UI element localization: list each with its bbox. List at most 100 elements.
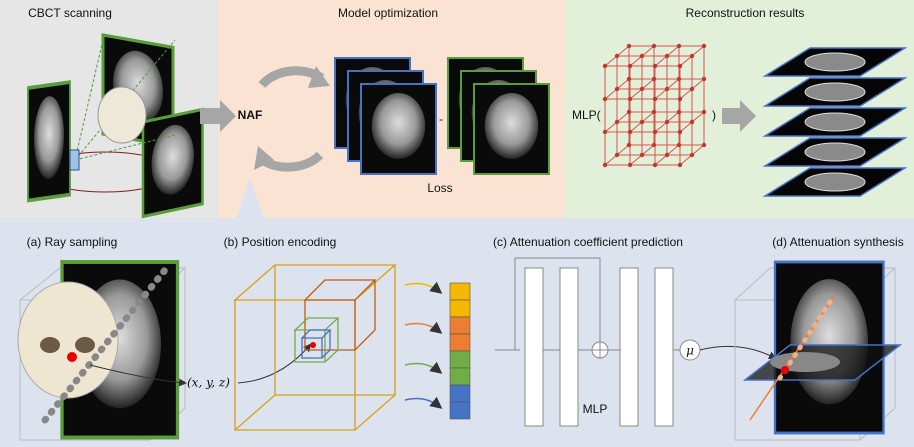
lattice-node (701, 109, 707, 115)
lattice-edge (604, 55, 618, 67)
lattice-edge (654, 88, 668, 100)
mlp-net (495, 257, 777, 427)
lattice-node (677, 162, 683, 168)
loop-arrow (259, 151, 324, 172)
lattice-node (614, 86, 620, 92)
lattice-node (626, 109, 632, 115)
encoding-vector (449, 282, 471, 420)
lattice-edge (616, 78, 630, 90)
lattice-node (651, 43, 657, 49)
lattice-node (652, 96, 658, 102)
loop-arrow (254, 146, 274, 170)
lattice-node (614, 152, 620, 158)
lattice-edge (691, 78, 705, 90)
lattice-node (651, 142, 657, 148)
encoding-cell (449, 401, 471, 420)
naf-label: NAF (238, 108, 263, 122)
lattice-node (689, 119, 695, 125)
slice-tissue (804, 142, 866, 162)
slice-tissue (804, 172, 866, 192)
title: CBCT scanning (28, 6, 112, 20)
lattice-node (639, 119, 645, 125)
lattice-node (689, 86, 695, 92)
mlp-label: MLP( (572, 108, 601, 122)
lattice-edge (641, 45, 655, 57)
lattice-node (676, 43, 682, 49)
lattice-edge (666, 78, 680, 90)
lattice-edge (679, 55, 693, 67)
projection-stack (447, 57, 550, 175)
ray-sampling (17, 260, 187, 441)
lattice-node (701, 142, 707, 148)
slice-tissue (804, 82, 866, 102)
lattice-edge (604, 88, 618, 100)
lattice-edge (654, 121, 668, 133)
lattice-node (602, 129, 608, 135)
lattice-edge (641, 111, 655, 123)
lattice-node (627, 96, 633, 102)
lattice-edge (691, 144, 705, 156)
lattice-edge (691, 111, 705, 123)
lattice-edge (604, 154, 618, 166)
lattice-node (701, 43, 707, 49)
lattice-edge (629, 121, 643, 133)
attenuation-synthesis (733, 260, 903, 441)
lattice-node (676, 109, 682, 115)
title: (d) Attenuation synthesis (772, 235, 903, 249)
lattice-edge (616, 111, 630, 123)
lattice-edge (679, 154, 693, 166)
lattice-node (602, 63, 608, 69)
lattice-node (652, 129, 658, 135)
lattice-node (639, 152, 645, 158)
lattice-edge (666, 111, 680, 123)
lattice-node (651, 109, 657, 115)
lattice-node (639, 86, 645, 92)
lattice-edge (691, 45, 705, 57)
slice-tissue (804, 52, 866, 72)
lattice-node (676, 142, 682, 148)
lattice-node (602, 162, 608, 168)
lattice-edge (666, 144, 680, 156)
lattice-edge (604, 121, 618, 133)
lattice-node (626, 142, 632, 148)
coords: (x, y, z) (187, 376, 230, 390)
lattice-edge (629, 55, 643, 67)
lattice-node (651, 76, 657, 82)
encoding-cell (449, 282, 471, 301)
encoding-cell (449, 316, 471, 335)
position-encoding (233, 264, 443, 431)
mlp-label: MLP (583, 402, 608, 416)
arrow (722, 100, 756, 132)
title: Reconstruction results (686, 6, 805, 20)
lattice-node (664, 152, 670, 158)
lattice-node (689, 53, 695, 59)
lattice-node (627, 162, 633, 168)
lattice-node (626, 43, 632, 49)
lattice-node (627, 129, 633, 135)
lattice-edge (641, 78, 655, 90)
lattice-edge (666, 45, 680, 57)
lattice-node (664, 86, 670, 92)
cbct-scan (27, 33, 204, 219)
zoom-wedge (236, 178, 264, 219)
lattice-edge (679, 88, 693, 100)
lattice-node (677, 63, 683, 69)
encoding-cell (449, 333, 471, 352)
lattice-edge (641, 144, 655, 156)
encoding-cell (449, 367, 471, 386)
title: (c) Attenuation coefficient prediction (493, 235, 683, 249)
minus: - (439, 112, 443, 126)
lattice-edge (629, 154, 643, 166)
lattice-node (677, 129, 683, 135)
loss-label: Loss (427, 181, 452, 195)
lattice (602, 43, 707, 168)
lattice-edge (654, 55, 668, 67)
slices (762, 47, 908, 197)
lattice-node (676, 76, 682, 82)
arrow (200, 100, 236, 132)
lattice-node (614, 53, 620, 59)
arrow (237, 343, 312, 384)
projection-stack (334, 57, 437, 175)
lattice-node (614, 119, 620, 125)
lattice-node (689, 152, 695, 158)
